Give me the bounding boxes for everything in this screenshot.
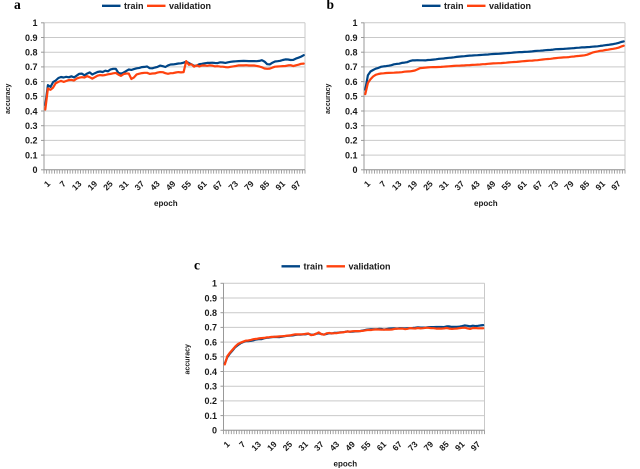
svg-text:c: c — [194, 258, 200, 273]
svg-text:0.2: 0.2 — [204, 396, 217, 406]
svg-text:13: 13 — [70, 178, 84, 192]
svg-text:73: 73 — [406, 439, 420, 453]
svg-text:1: 1 — [32, 18, 37, 28]
svg-text:19: 19 — [85, 178, 99, 192]
svg-text:accuracy: accuracy — [325, 84, 332, 114]
svg-text:1: 1 — [221, 439, 232, 450]
svg-text:97: 97 — [609, 178, 623, 192]
svg-text:0.4: 0.4 — [345, 106, 358, 116]
svg-text:0.4: 0.4 — [25, 106, 38, 116]
svg-text:85: 85 — [258, 178, 272, 192]
svg-text:1: 1 — [42, 178, 53, 189]
svg-text:train: train — [444, 1, 464, 11]
svg-text:accuracy: accuracy — [184, 344, 191, 374]
svg-text:7: 7 — [237, 439, 248, 450]
svg-text:97: 97 — [469, 439, 483, 453]
svg-text:19: 19 — [265, 439, 279, 453]
svg-text:0.3: 0.3 — [204, 382, 217, 392]
svg-text:accuracy: accuracy — [5, 84, 12, 114]
svg-text:validation: validation — [169, 1, 211, 11]
svg-text:0.5: 0.5 — [25, 92, 38, 102]
svg-text:0.6: 0.6 — [345, 77, 358, 87]
svg-text:25: 25 — [421, 178, 435, 192]
svg-text:validation: validation — [349, 262, 391, 272]
svg-text:0.2: 0.2 — [25, 136, 38, 146]
svg-text:91: 91 — [593, 178, 607, 192]
svg-text:1: 1 — [212, 279, 217, 289]
svg-text:73: 73 — [546, 178, 560, 192]
svg-text:0.5: 0.5 — [204, 352, 217, 362]
svg-text:0.1: 0.1 — [345, 150, 358, 160]
svg-text:1: 1 — [362, 178, 373, 189]
svg-text:91: 91 — [273, 178, 287, 192]
svg-text:25: 25 — [281, 439, 295, 453]
svg-text:0: 0 — [212, 426, 217, 436]
svg-text:0.4: 0.4 — [204, 367, 217, 377]
svg-text:49: 49 — [484, 178, 498, 192]
svg-text:43: 43 — [328, 439, 342, 453]
svg-text:31: 31 — [437, 178, 451, 192]
svg-text:97: 97 — [289, 178, 303, 192]
svg-text:37: 37 — [312, 439, 326, 453]
svg-text:epoch: epoch — [474, 199, 498, 208]
svg-text:85: 85 — [578, 178, 592, 192]
svg-text:0: 0 — [352, 165, 357, 175]
svg-text:0.8: 0.8 — [345, 48, 358, 58]
svg-text:epoch: epoch — [334, 459, 358, 468]
svg-text:0.6: 0.6 — [204, 337, 217, 347]
svg-text:0.1: 0.1 — [204, 411, 217, 421]
svg-text:79: 79 — [422, 439, 436, 453]
svg-text:55: 55 — [499, 178, 513, 192]
svg-text:79: 79 — [242, 178, 256, 192]
svg-text:13: 13 — [249, 439, 263, 453]
svg-text:validation: validation — [489, 1, 531, 11]
svg-text:0.9: 0.9 — [204, 293, 217, 303]
svg-text:43: 43 — [468, 178, 482, 192]
svg-text:67: 67 — [211, 178, 225, 192]
svg-text:31: 31 — [117, 178, 131, 192]
svg-text:55: 55 — [179, 178, 193, 192]
svg-text:0.3: 0.3 — [345, 121, 358, 131]
svg-text:a: a — [14, 0, 21, 12]
svg-text:0.6: 0.6 — [25, 77, 38, 87]
svg-text:55: 55 — [359, 439, 373, 453]
svg-text:7: 7 — [57, 178, 68, 189]
svg-text:b: b — [327, 0, 335, 12]
svg-text:0.7: 0.7 — [25, 62, 38, 72]
svg-text:0.7: 0.7 — [345, 62, 358, 72]
svg-text:61: 61 — [375, 439, 389, 453]
svg-text:0.5: 0.5 — [345, 92, 358, 102]
svg-text:0.9: 0.9 — [345, 33, 358, 43]
svg-text:25: 25 — [101, 178, 115, 192]
svg-text:67: 67 — [531, 178, 545, 192]
svg-text:train: train — [304, 262, 324, 272]
svg-text:0.9: 0.9 — [25, 33, 38, 43]
svg-text:1: 1 — [352, 18, 357, 28]
svg-text:0.2: 0.2 — [345, 136, 358, 146]
svg-text:85: 85 — [437, 439, 451, 453]
svg-text:67: 67 — [390, 439, 404, 453]
svg-text:61: 61 — [515, 178, 529, 192]
svg-text:79: 79 — [562, 178, 576, 192]
svg-text:0.8: 0.8 — [25, 48, 38, 58]
svg-text:7: 7 — [377, 178, 388, 189]
svg-text:0: 0 — [32, 165, 37, 175]
svg-text:0.7: 0.7 — [204, 323, 217, 333]
svg-text:0.1: 0.1 — [25, 150, 38, 160]
svg-text:train: train — [124, 1, 144, 11]
svg-text:epoch: epoch — [154, 199, 178, 208]
svg-text:37: 37 — [132, 178, 146, 192]
svg-text:0.8: 0.8 — [204, 308, 217, 318]
svg-text:37: 37 — [452, 178, 466, 192]
svg-text:13: 13 — [390, 178, 404, 192]
svg-text:91: 91 — [453, 439, 467, 453]
svg-text:0.3: 0.3 — [25, 121, 38, 131]
svg-text:49: 49 — [343, 439, 357, 453]
svg-text:49: 49 — [164, 178, 178, 192]
svg-text:61: 61 — [195, 178, 209, 192]
svg-text:19: 19 — [405, 178, 419, 192]
svg-text:73: 73 — [226, 178, 240, 192]
svg-text:43: 43 — [148, 178, 162, 192]
svg-text:31: 31 — [296, 439, 310, 453]
